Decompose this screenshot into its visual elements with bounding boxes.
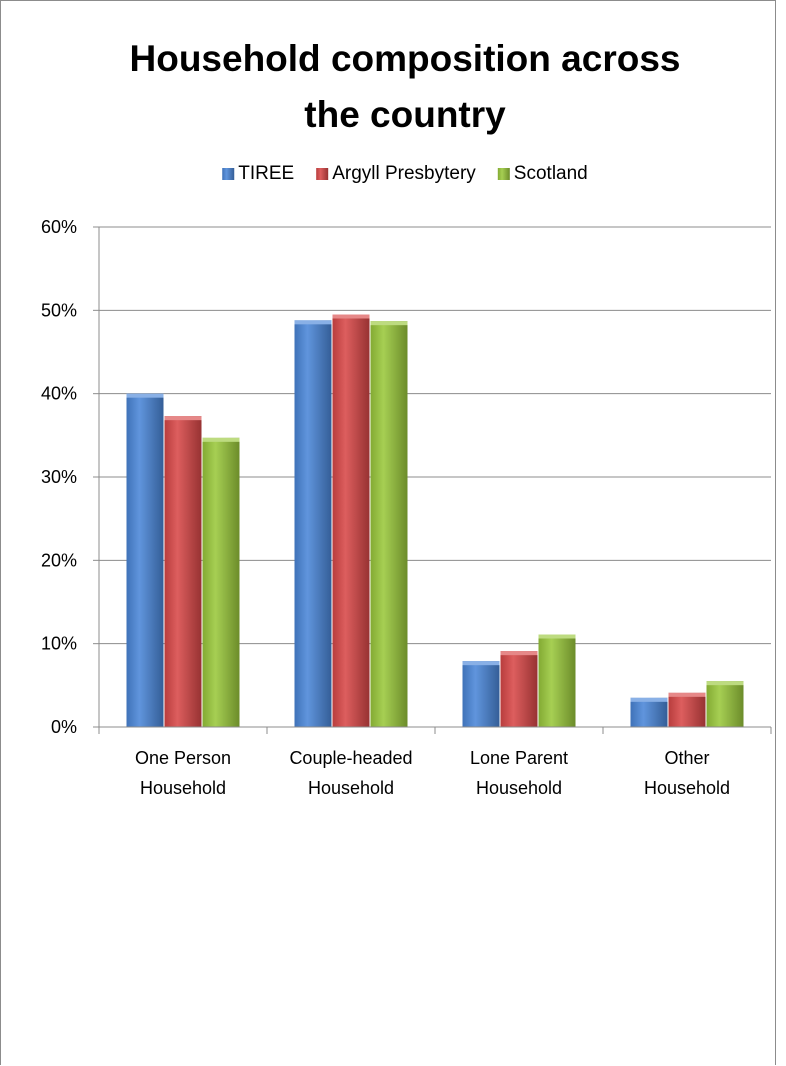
x-category-label: Household (308, 778, 394, 798)
bar-cap (630, 697, 668, 702)
legend-label: TIREE (238, 163, 294, 184)
x-category-label: Household (140, 778, 226, 798)
bar-scotland (202, 437, 240, 727)
y-tick-label: 40% (41, 384, 77, 404)
bar-argyll-presbytery (500, 651, 538, 727)
bar-scotland (370, 321, 408, 727)
legend-swatch (316, 168, 329, 180)
legend-swatch (222, 168, 235, 180)
x-category-label: One Person (135, 748, 231, 768)
bar-cap (332, 314, 370, 319)
y-tick-label: 30% (41, 467, 77, 487)
bar-tiree (294, 320, 332, 727)
bar-argyll-presbytery (164, 416, 202, 727)
y-axis: 0% 10% 20% 30% 40% 50% 60% (41, 217, 100, 737)
y-tick-label: 60% (41, 217, 77, 237)
y-tick-label: 20% (41, 550, 77, 570)
x-category-label: Other (664, 748, 709, 768)
bar-cap (538, 634, 576, 639)
x-category-label: Lone Parent (470, 748, 568, 768)
chart-title-line-2: the country (304, 94, 506, 135)
bar-cap (706, 681, 744, 686)
x-axis: One Person Household Couple-headed Househol… (98, 726, 772, 798)
bar-cap (668, 692, 706, 697)
bar-cap (126, 393, 164, 398)
x-category-label: Couple-headed (289, 748, 412, 768)
legend-label: Scotland (514, 163, 588, 184)
y-tick-label: 0% (51, 717, 77, 737)
bar-tiree (630, 697, 668, 727)
legend: TIREE Argyll Presbytery Scotland (222, 163, 588, 184)
bar-cap (202, 437, 240, 442)
legend-swatch (497, 168, 510, 180)
bar-scotland (706, 681, 744, 727)
bar-cap (500, 651, 538, 656)
bar-scotland (538, 634, 576, 727)
bar-cap (462, 661, 500, 666)
chart-title-line-1: Household composition across (130, 38, 681, 79)
y-tick-label: 10% (41, 634, 77, 654)
bar-cap (294, 320, 332, 325)
bar-argyll-presbytery (332, 314, 370, 727)
x-category-label: Household (644, 778, 730, 798)
bar-cap (164, 416, 202, 421)
bar-argyll-presbytery (668, 692, 706, 727)
bar-tiree (462, 661, 500, 727)
legend-label: Argyll Presbytery (332, 163, 476, 184)
bars (126, 314, 744, 727)
bar-cap (370, 321, 408, 326)
y-tick-label: 50% (41, 300, 77, 320)
x-category-label: Household (476, 778, 562, 798)
bar-tiree (126, 393, 164, 727)
